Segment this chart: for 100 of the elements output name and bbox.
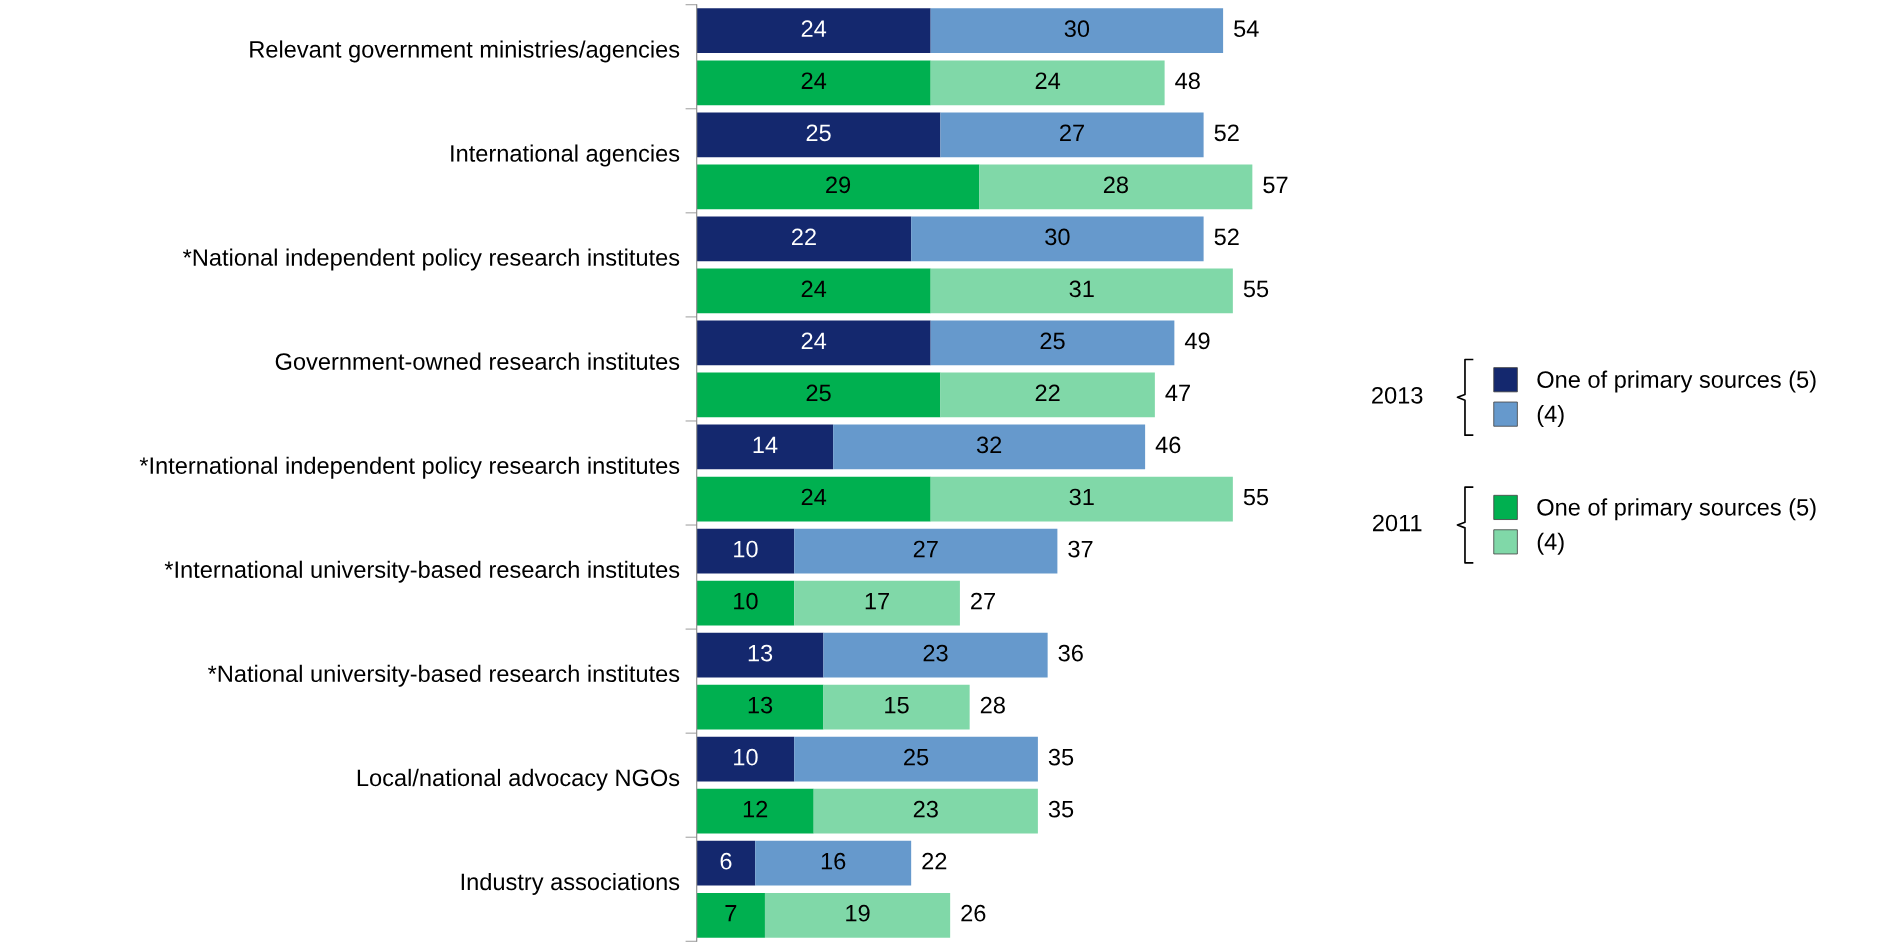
bar [696,372,941,418]
bar [696,580,795,626]
data-label: 10 [734,592,758,610]
total-label: 27 [971,592,995,610]
data-label: 15 [885,697,909,714]
bar [696,8,931,54]
data-label: 7 [725,905,737,922]
bar [696,632,824,678]
y-tick-label: *National independent policy research institutes [183,248,680,271]
bar [755,840,912,886]
bar [696,112,941,158]
legend-label: (4) [1537,532,1564,555]
data-label: 27 [913,540,938,558]
bar [696,60,931,106]
bar [696,840,756,886]
y-tick-label: Local/national advocacy NGOs [357,768,680,791]
legend-label: One of primary sources (5) [1537,370,1816,393]
data-label: 24 [801,332,827,350]
bar [930,320,1175,366]
total-label: 54 [1234,20,1259,38]
total-label: 55 [1243,488,1269,506]
y-tick-label: Relevant government ministries/agencies [250,40,680,63]
bar [764,892,951,938]
data-label: 24 [801,280,827,297]
y-tick-label: *National university-based research institutes [208,664,680,687]
bar [696,528,795,574]
bar [794,528,1058,574]
data-label: 30 [1045,228,1070,246]
legend-label: (4) [1537,405,1564,427]
data-label: 12 [743,800,768,818]
data-label: 27 [1060,124,1084,141]
total-label: 52 [1214,228,1239,246]
total-label: 37 [1068,540,1093,558]
bar [823,632,1048,678]
data-label: 14 [753,436,778,454]
total-label: 26 [961,904,986,922]
bar [696,476,931,522]
y-tick-label: Industry associations [461,872,680,895]
data-label: 24 [1035,72,1061,89]
bar [696,164,980,210]
text: 2011 [1372,514,1422,532]
data-label: 31 [1069,280,1094,298]
bar [696,268,931,314]
data-label: 16 [821,852,846,870]
data-label: 10 [734,748,758,766]
bar [979,164,1253,210]
total-label: 28 [980,696,1005,714]
text: 2013 [1372,386,1423,404]
total-label: 55 [1243,280,1269,298]
bar [794,580,960,626]
data-label: 25 [806,124,831,142]
bar [696,736,795,782]
data-label: 25 [904,748,929,766]
data-label: 24 [801,72,827,89]
y-tick-label: *International independent policy research institutes [139,456,680,479]
data-label: 23 [913,800,938,818]
total-label: 48 [1175,72,1200,90]
y-tick-label: International agencies [451,144,680,167]
total-label: 22 [922,852,947,870]
bar [794,736,1038,782]
bar [696,788,814,834]
bar [940,372,1155,418]
data-label: 6 [720,852,732,870]
total-label: 36 [1058,644,1083,662]
data-label: 25 [806,384,831,402]
bar [696,892,765,938]
total-label: 35 [1048,800,1074,818]
data-label: 25 [1040,332,1065,350]
bar [823,684,970,730]
bar [930,60,1165,106]
y-tick-label: *International university-based research institutes [164,560,680,583]
data-label: 29 [826,176,851,194]
total-label: 47 [1165,384,1190,402]
bar [696,424,834,470]
bar [813,788,1038,834]
total-label: 46 [1155,436,1181,454]
legend-label: One of primary sources (5) [1537,498,1816,521]
data-label: 32 [976,436,1002,454]
total-label: 49 [1184,332,1210,350]
total-label: 35 [1048,748,1074,766]
data-label: 13 [748,644,773,662]
total-label: 57 [1263,176,1288,194]
data-label: 24 [801,488,827,506]
data-label: 19 [846,904,870,922]
bar [833,424,1146,470]
total-label: 52 [1214,124,1239,142]
data-label: 13 [748,696,773,714]
bar [696,684,824,730]
bar [940,112,1204,158]
bar [911,216,1204,262]
bar [930,268,1233,314]
y-tick-label: Government-owned research institutes [275,352,680,370]
data-label: 22 [1035,384,1060,402]
data-label: 10 [734,540,758,558]
data-label: 23 [923,644,948,662]
bar [930,8,1224,54]
bar [696,216,912,262]
data-label: 31 [1069,488,1094,506]
data-label: 24 [801,20,827,37]
bar [696,320,931,366]
